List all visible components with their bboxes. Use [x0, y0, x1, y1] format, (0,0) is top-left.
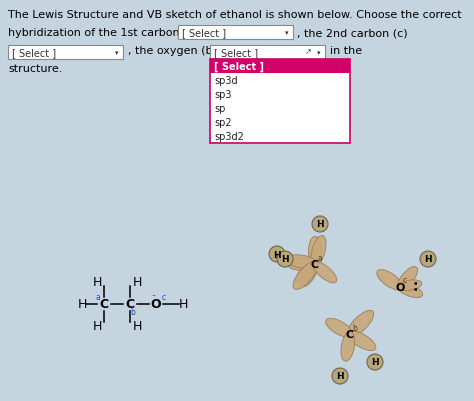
Text: a: a: [96, 293, 100, 302]
Text: ··: ··: [151, 292, 156, 301]
Ellipse shape: [398, 280, 422, 291]
Text: C: C: [100, 298, 109, 311]
Text: H: H: [336, 372, 344, 381]
Ellipse shape: [287, 258, 318, 271]
Text: O: O: [395, 282, 405, 292]
Circle shape: [367, 354, 383, 370]
Text: in the: in the: [330, 46, 362, 56]
Text: hybridization of the 1st carbon (a): hybridization of the 1st carbon (a): [8, 28, 199, 38]
Circle shape: [420, 251, 436, 267]
Text: [ Select ]: [ Select ]: [214, 62, 264, 72]
Text: b: b: [130, 308, 136, 317]
Text: [ Select ]: [ Select ]: [12, 48, 56, 58]
Text: C: C: [126, 298, 135, 311]
Ellipse shape: [347, 310, 374, 337]
Text: H: H: [132, 276, 142, 289]
Ellipse shape: [312, 262, 337, 283]
Text: sp2: sp2: [214, 118, 232, 128]
Text: , the 2nd carbon (c): , the 2nd carbon (c): [297, 28, 408, 38]
Text: c: c: [403, 276, 407, 285]
Text: H: H: [178, 298, 188, 311]
Text: C: C: [346, 329, 354, 339]
Ellipse shape: [301, 262, 318, 287]
Text: c: c: [162, 293, 166, 302]
Circle shape: [277, 251, 293, 267]
Text: H: H: [371, 358, 379, 367]
Text: a: a: [318, 254, 322, 263]
Ellipse shape: [296, 262, 318, 284]
Ellipse shape: [326, 318, 353, 337]
Circle shape: [269, 246, 285, 262]
Text: sp3d2: sp3d2: [214, 132, 244, 142]
FancyBboxPatch shape: [210, 60, 350, 144]
Ellipse shape: [398, 284, 423, 298]
Text: [ Select ]: [ Select ]: [214, 48, 258, 58]
Circle shape: [312, 217, 328, 233]
Text: sp3: sp3: [214, 90, 231, 100]
Text: H: H: [273, 250, 281, 259]
Text: The Lewis Structure and VB sketch of ethanol is shown below. Choose the correct: The Lewis Structure and VB sketch of eth…: [8, 10, 462, 20]
Text: [ Select ]: [ Select ]: [182, 28, 226, 38]
Text: H: H: [92, 276, 102, 289]
Text: H: H: [92, 320, 102, 333]
Text: ▾: ▾: [115, 50, 118, 56]
Text: H: H: [77, 298, 87, 311]
FancyBboxPatch shape: [8, 46, 123, 60]
Text: ↗: ↗: [305, 47, 312, 57]
Text: C: C: [311, 259, 319, 269]
Text: H: H: [424, 255, 432, 264]
Ellipse shape: [347, 331, 376, 350]
Text: O: O: [151, 298, 161, 311]
Text: H: H: [281, 255, 289, 264]
Text: structure.: structure.: [8, 64, 63, 74]
Ellipse shape: [309, 237, 321, 267]
FancyBboxPatch shape: [210, 60, 350, 74]
Text: sp: sp: [214, 104, 225, 114]
Ellipse shape: [311, 236, 326, 267]
Ellipse shape: [377, 270, 402, 290]
Text: sp3d: sp3d: [214, 76, 237, 86]
Text: H: H: [132, 320, 142, 333]
Ellipse shape: [286, 255, 318, 269]
Text: ▾: ▾: [317, 50, 320, 56]
Ellipse shape: [398, 267, 418, 290]
Text: , the oxygen (b): , the oxygen (b): [128, 46, 217, 56]
Text: H: H: [316, 220, 324, 229]
Circle shape: [332, 368, 348, 384]
FancyBboxPatch shape: [178, 26, 293, 40]
FancyBboxPatch shape: [210, 46, 325, 60]
Ellipse shape: [293, 261, 318, 290]
Text: ▾: ▾: [285, 30, 289, 36]
Text: b: b: [353, 324, 357, 333]
Ellipse shape: [341, 332, 355, 361]
